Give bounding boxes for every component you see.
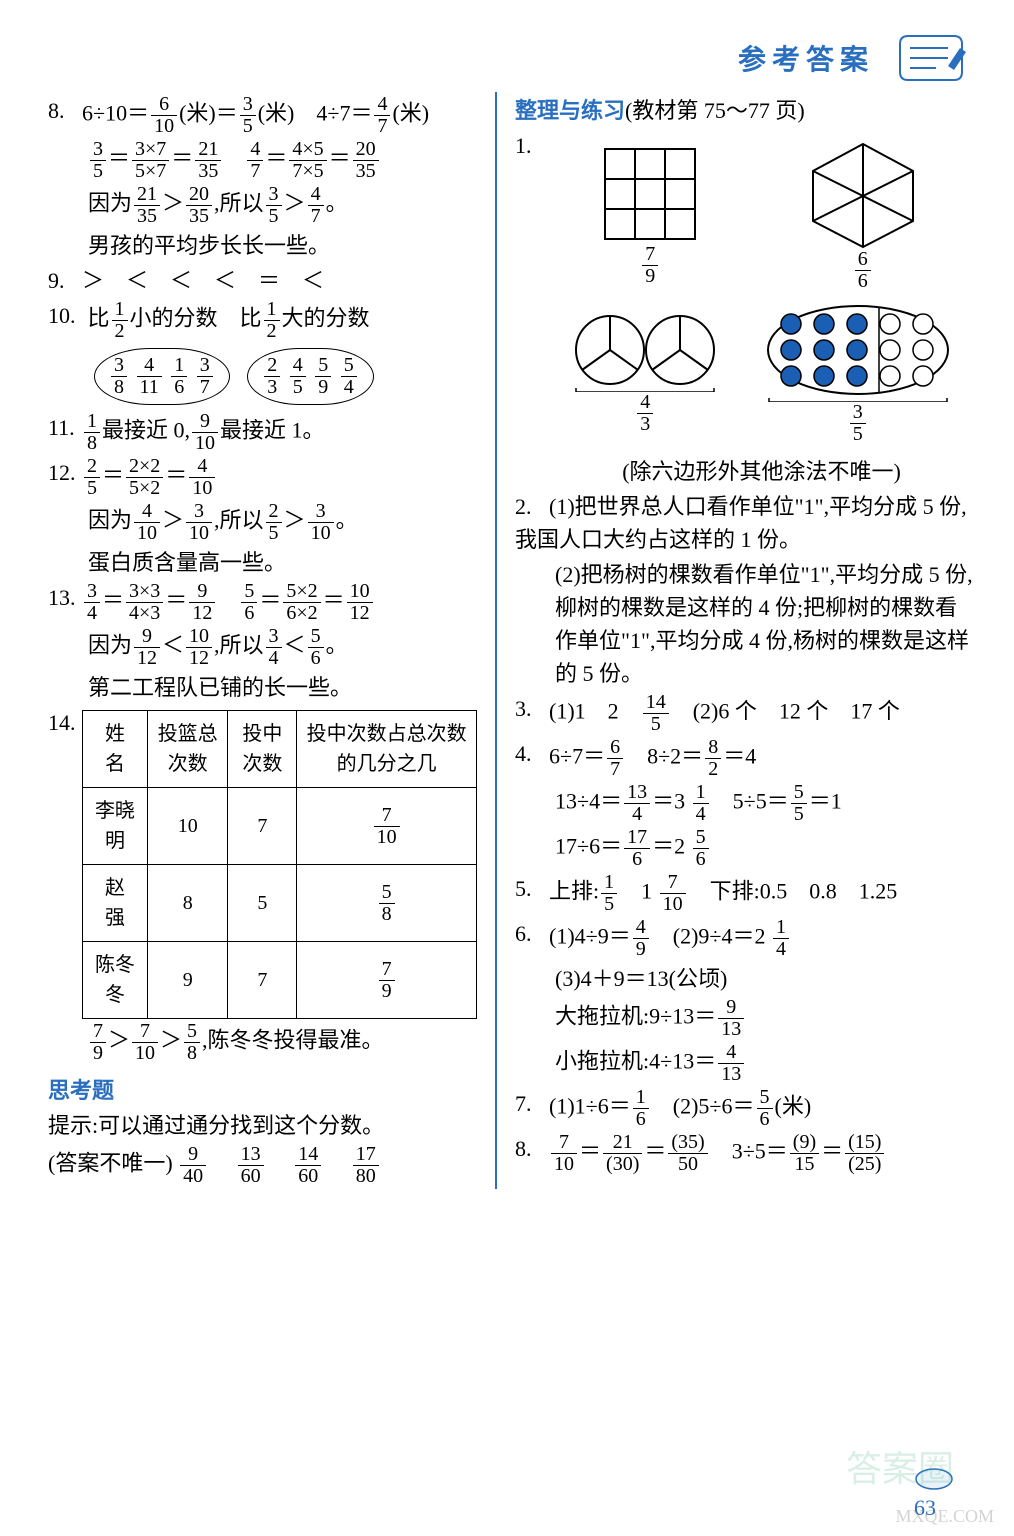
r-q7: 7.(1)1÷6＝16 (2)5÷6＝56(米) [515,1087,974,1130]
right-column: 整理与练习(教材第 75～77 页) 1. 79 [515,92,974,1189]
grid-diagram [600,144,700,244]
r-q4: 4.6÷7＝67 8÷2＝82＝4 [515,737,974,780]
dots-diagram [763,302,953,402]
q12: 12.25＝2×25×2＝410 [48,456,477,499]
section-title: 整理与练习 [515,98,625,123]
table-row: 李晓明107710 [83,788,477,865]
q14-table: 姓 名投篮总次数投中次数投中次数占总次数的几分之几 李晓明107710 赵 强8… [82,710,477,1019]
thinking-title: 思考题 [48,1074,477,1107]
content: 8.6÷10＝610(米)＝35(米) 4÷7＝47(米) 35＝3×75×7＝… [0,92,1014,1189]
table-row: 陈冬冬9779 [83,942,477,1019]
two-circles-diagram [570,312,720,392]
r-q2: 2.(1)把世界总人口看作单位"1",平均分成 5 份,我国人口大约占这样的 1… [515,490,974,556]
watermark-text: MXQE.COM [895,1503,994,1530]
q13: 13.34＝3×34×3＝912 56＝5×26×2＝1012 [48,581,477,624]
q10: 10. 比12小的分数 比12大的分数 [48,299,477,342]
left-column: 8.6÷10＝610(米)＝35(米) 4÷7＝47(米) 35＝3×75×7＝… [48,92,477,1189]
scroll-icon [896,28,966,84]
oval-group-1: 38 411 16 37 [94,348,230,405]
watermark-icon: 答案圈 [846,1442,954,1496]
r-q8: 8.710＝21(30)＝(35)50 3÷5＝(9)15＝(15)(25) [515,1132,974,1175]
column-separator [495,92,497,1189]
hexagon-diagram [803,139,923,249]
header-title: 参考答案 [738,40,874,82]
q8: 8.6÷10＝610(米)＝35(米) 4÷7＝47(米) [48,94,477,137]
table-row: 赵 强8558 [83,865,477,942]
q11: 11.18最接近 0,910最接近 1。 [48,411,477,454]
oval-group-2: 23 45 59 54 [247,348,374,405]
r-q3: 3.(1)1 2 145 (2)6 个 12 个 17 个 [515,692,974,735]
page-header: 参考答案 [0,0,1014,92]
r-q1: 1. 79 [515,129,974,488]
q14: 14. 姓 名投篮总次数投中次数投中次数占总次数的几分之几 李晓明107710 … [48,706,477,1019]
q9: 9.＞ ＜ ＜ ＜ ＝ ＜ [48,264,477,297]
r-q6: 6.(1)4÷9＝49 (2)9÷4＝2 14 [515,917,974,960]
r-q5: 5.上排:15 1 710 下排:0.5 0.8 1.25 [515,872,974,915]
